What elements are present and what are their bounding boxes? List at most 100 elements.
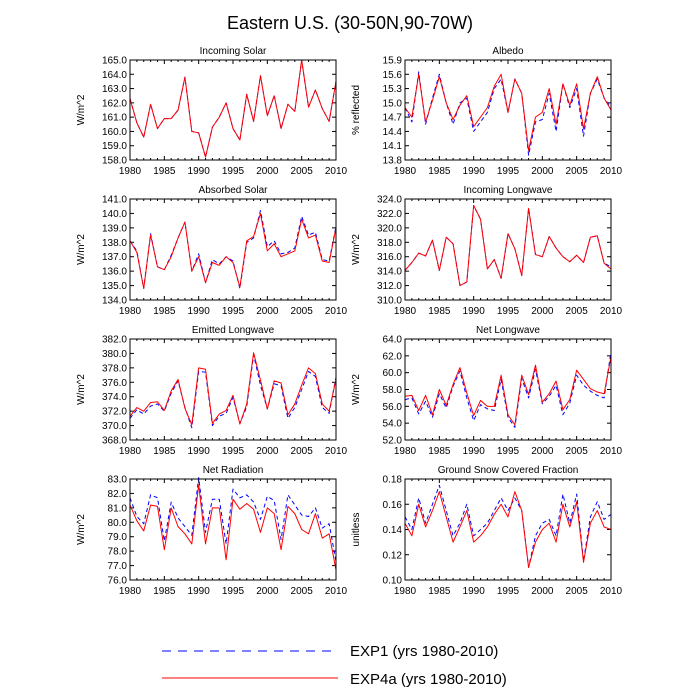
- y-tick-label: 64.0: [383, 335, 403, 346]
- y-tick-label: 382.0: [102, 335, 127, 346]
- y-tick-label: 136.0: [102, 267, 127, 278]
- y-tick-label: 83.0: [108, 475, 128, 486]
- y-tick-label: 80.0: [108, 518, 128, 529]
- panel-title: Emitted Longwave: [192, 325, 275, 336]
- y-tick-label: 76.0: [108, 576, 128, 587]
- x-tick-label: 1980: [119, 446, 142, 457]
- x-tick-label: 2005: [291, 166, 314, 177]
- x-tick-label: 1995: [497, 446, 520, 457]
- x-tick-label: 2005: [566, 166, 589, 177]
- x-tick-label: 1980: [119, 166, 142, 177]
- panel-title: Incoming Longwave: [464, 185, 553, 196]
- y-tick-label: 135.0: [102, 281, 127, 292]
- y-tick-label: 52.0: [383, 436, 403, 447]
- series-line-exp1: [404, 71, 612, 156]
- plot-frame: [129, 59, 337, 161]
- series-line-exp1: [129, 354, 337, 429]
- x-tick-label: 2005: [291, 446, 314, 457]
- y-axis-label: W/m^2: [76, 374, 87, 405]
- y-tick-label: 0.18: [383, 475, 403, 486]
- y-tick-label: 60.0: [383, 368, 403, 379]
- series-line-exp4a: [129, 352, 337, 426]
- panel-5: Emitted Longwave W/m^2 368.0 370.0 372.0 374.…: [76, 325, 348, 457]
- y-axis-label: unitless: [351, 513, 362, 547]
- y-tick-label: 137.0: [102, 252, 127, 263]
- x-tick-label: 2010: [325, 166, 348, 177]
- y-tick-label: 320.0: [377, 223, 402, 234]
- x-tick-label: 1985: [153, 446, 176, 457]
- y-tick-label: 82.0: [108, 489, 128, 500]
- y-tick-label: 163.0: [102, 84, 127, 95]
- y-tick-label: 140.0: [102, 209, 127, 220]
- plot-frame: [129, 478, 337, 581]
- x-tick-label: 1990: [463, 586, 486, 597]
- y-tick-label: 372.0: [102, 407, 127, 418]
- x-tick-label: 1985: [153, 306, 176, 317]
- y-tick-label: 368.0: [102, 436, 127, 447]
- y-tick-label: 165.0: [102, 56, 127, 67]
- panel-title: Net Longwave: [476, 325, 540, 336]
- series-line-exp4a: [404, 491, 612, 568]
- x-tick-label: 2010: [600, 166, 623, 177]
- panel-7: Net Radiation W/m^2 76.0 77.0 78.0 79.0 80.0 81…: [76, 465, 348, 597]
- panel-6: Net Longwave W/m^2 52.0 54.0 56.0 58.0 60.0 62.…: [351, 325, 623, 457]
- x-tick-label: 2000: [531, 166, 554, 177]
- x-tick-label: 1985: [428, 586, 451, 597]
- x-tick-label: 1985: [153, 166, 176, 177]
- x-tick-label: 1990: [463, 446, 486, 457]
- x-tick-label: 2005: [566, 446, 589, 457]
- y-tick-label: 378.0: [102, 363, 127, 374]
- panel-2: Albedo % reflected 13.8 14.1 14.4 14.7 15.0 15.…: [351, 46, 623, 177]
- x-tick-label: 1985: [428, 166, 451, 177]
- y-tick-label: 15.3: [383, 84, 403, 95]
- x-tick-label: 1980: [119, 586, 142, 597]
- y-tick-label: 14.7: [383, 113, 403, 124]
- panel-4: Incoming Longwave W/m^2 310.0 312.0 314.0 316…: [351, 185, 623, 317]
- y-tick-label: 164.0: [102, 70, 127, 81]
- y-tick-label: 312.0: [377, 281, 402, 292]
- x-tick-label: 1990: [188, 586, 211, 597]
- x-tick-label: 2010: [600, 446, 623, 457]
- y-tick-label: 62.0: [383, 351, 403, 362]
- y-tick-label: 138.0: [102, 238, 127, 249]
- panel-title: Incoming Solar: [200, 46, 267, 57]
- y-tick-label: 139.0: [102, 223, 127, 234]
- y-tick-label: 0.12: [383, 550, 403, 561]
- x-tick-label: 1985: [428, 306, 451, 317]
- series-line-exp4a: [404, 204, 612, 287]
- figure-title: Eastern U.S. (30-50N,90-70W): [227, 13, 473, 33]
- y-tick-label: 322.0: [377, 209, 402, 220]
- x-tick-label: 1995: [222, 166, 245, 177]
- x-tick-label: 1985: [428, 446, 451, 457]
- plot-frame: [129, 338, 337, 441]
- x-tick-label: 2010: [600, 586, 623, 597]
- legend: EXP1 (yrs 1980-2010) EXP4a (yrs 1980-201…: [162, 643, 507, 688]
- x-tick-label: 2000: [256, 586, 279, 597]
- series-line-exp1: [129, 210, 337, 289]
- y-tick-label: 160.0: [102, 127, 127, 138]
- y-axis-label: W/m^2: [76, 94, 87, 125]
- y-tick-label: 134.0: [102, 296, 127, 307]
- series-line-exp4a: [129, 212, 337, 289]
- plot-frame: [404, 338, 612, 441]
- series-line-exp1: [404, 204, 612, 287]
- y-tick-label: 77.0: [108, 561, 128, 572]
- y-tick-label: 13.8: [383, 156, 403, 167]
- x-tick-label: 1980: [394, 446, 417, 457]
- panel-3: Absorbed Solar W/m^2 134.0 135.0 136.0 137.0 1…: [76, 185, 348, 317]
- series-line-exp1: [404, 351, 612, 428]
- y-tick-label: 324.0: [377, 195, 402, 206]
- y-tick-label: 316.0: [377, 252, 402, 263]
- series-line-exp1: [129, 477, 337, 562]
- y-tick-label: 15.9: [383, 56, 403, 67]
- x-tick-label: 2010: [600, 306, 623, 317]
- y-tick-label: 81.0: [108, 503, 128, 514]
- x-tick-label: 1995: [497, 586, 520, 597]
- y-tick-label: 374.0: [102, 392, 127, 403]
- y-tick-label: 141.0: [102, 195, 127, 206]
- panel-title: Net Radiation: [203, 465, 264, 476]
- x-tick-label: 1990: [463, 306, 486, 317]
- series-line-exp1: [129, 59, 337, 158]
- series-line-exp1: [404, 484, 612, 568]
- y-tick-label: 78.0: [108, 547, 128, 558]
